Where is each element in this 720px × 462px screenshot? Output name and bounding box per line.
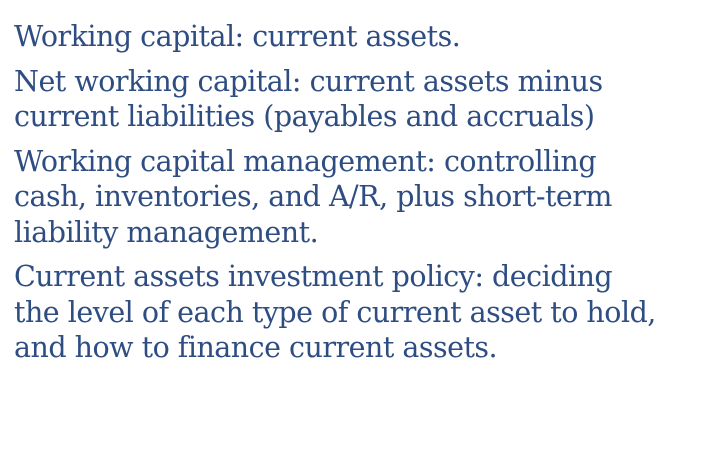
definition-line: Working capital management: controlling — [14, 144, 597, 178]
definition-line: liability management. — [14, 215, 319, 249]
definition-working-capital-management: Working capital management: controlling … — [14, 144, 714, 251]
definitions-list: Working capital: current assets. Net wor… — [14, 19, 714, 375]
definition-line: Net working capital: current assets minu… — [14, 64, 603, 98]
definition-working-capital: Working capital: current assets. — [14, 19, 714, 55]
definition-line: the level of each type of current asset … — [14, 295, 656, 329]
definition-line: current liabilities (payables and accrua… — [14, 100, 595, 133]
definition-current-assets-investment-policy: Current assets investment policy: decidi… — [14, 259, 714, 366]
definition-line: Working capital: current assets. — [14, 20, 461, 53]
definition-line: Current assets investment policy: decidi… — [14, 260, 613, 293]
definition-line: and how to finance current assets. — [14, 331, 498, 364]
definition-net-working-capital: Net working capital: current assets minu… — [14, 64, 714, 135]
definition-line: cash, inventories, and A/R, plus short-t… — [14, 180, 612, 213]
